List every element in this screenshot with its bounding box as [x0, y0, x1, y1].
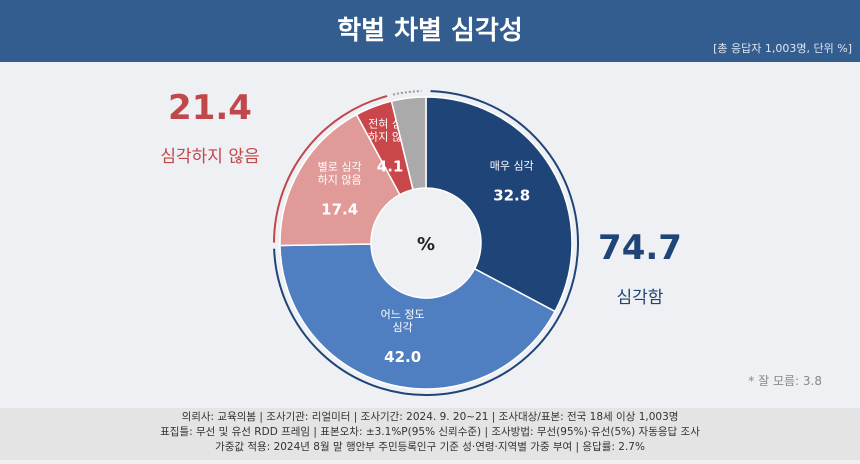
serious-label: 심각함: [616, 288, 664, 308]
serious-bracket-arc: [273, 90, 579, 396]
slice-value: 42.0: [384, 348, 421, 366]
slice-label: 매우 심각: [490, 159, 534, 172]
serious-total: 74.7: [598, 228, 682, 268]
footer-line: 가중값 적용: 2024년 8월 말 행안부 주민등록인구 기준 성·연령·지역…: [215, 441, 645, 453]
footer-line: 의뢰사: 교육의봄 | 조사기관: 리얼미터 | 조사기간: 2024. 9. …: [181, 411, 679, 423]
not-serious-total: 21.4: [168, 88, 252, 128]
dont-know-bracket-arc: [392, 90, 422, 96]
slice-value: 32.8: [493, 186, 530, 204]
not-serious-bracket-arc: [273, 95, 388, 243]
survey-footer: 의뢰사: 교육의봄 | 조사기관: 리얼미터 | 조사기간: 2024. 9. …: [0, 408, 860, 460]
sample-note: [총 응답자 1,003명, 단위 %]: [713, 42, 852, 55]
page-title: 학벌 차별 심각성: [337, 16, 523, 46]
footer-line: 표집틀: 무선 및 유선 RDD 프레임 | 표본오차: ±3.1%P(95% …: [160, 426, 700, 438]
slice-label: 심각: [393, 321, 413, 334]
slice-value: 4.1: [377, 158, 404, 176]
dont-know-note: * 잘 모름: 3.8: [748, 374, 822, 388]
slice-value: 17.4: [321, 201, 358, 219]
slice-label: 어느 정도: [381, 308, 425, 321]
donut-slice: [279, 243, 556, 390]
slice-label: 별로 심각: [318, 161, 362, 174]
donut-slice: [390, 96, 427, 191]
center-label: %: [417, 234, 435, 255]
not-serious-label: 심각하지 않음: [160, 147, 260, 167]
slice-label: 하지 않음: [318, 173, 362, 187]
donut-slice: [279, 113, 401, 247]
donut-slice: [425, 96, 573, 313]
header: 학벌 차별 심각성 [총 응답자 1,003명, 단위 %]: [0, 0, 860, 62]
